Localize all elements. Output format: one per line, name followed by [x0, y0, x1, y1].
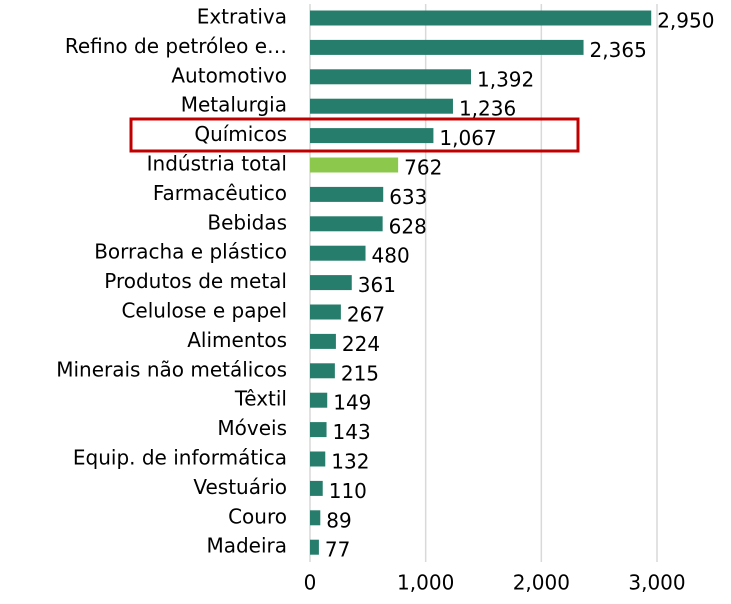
bar — [310, 157, 399, 173]
y-tick-label: Vestuário — [193, 475, 287, 499]
value-label: 224 — [342, 332, 380, 356]
value-label: 267 — [347, 303, 385, 327]
y-tick-label: Borracha e plástico — [94, 240, 287, 264]
y-tick-label: Equip. de informática — [73, 446, 287, 470]
value-label: 143 — [333, 420, 371, 444]
y-tick-label: Bebidas — [207, 210, 287, 234]
y-tick-label: Minerais não metálicos — [56, 357, 287, 381]
x-tick-label: 1,000 — [397, 571, 454, 595]
x-tick-label: 0 — [304, 571, 317, 595]
y-tick-label: Químicos — [194, 122, 287, 146]
value-label: 1,236 — [459, 97, 516, 121]
bar — [310, 510, 321, 526]
y-tick-label: Têxtil — [234, 387, 287, 411]
value-label: 132 — [331, 450, 369, 474]
value-label: 2,365 — [590, 38, 647, 62]
y-tick-label: Refino de petróleo e… — [65, 34, 287, 58]
y-tick-label: Metalurgia — [181, 93, 287, 117]
bar — [310, 186, 384, 202]
value-label: 633 — [389, 185, 427, 209]
value-label: 1,392 — [477, 67, 534, 91]
bar — [310, 480, 323, 496]
value-label: 361 — [358, 273, 396, 297]
y-tick-label: Móveis — [217, 416, 287, 440]
y-tick-label: Alimentos — [187, 328, 287, 352]
value-label: 77 — [325, 538, 350, 562]
bar — [310, 304, 341, 320]
y-tick-label: Celulose e papel — [121, 299, 287, 323]
bar — [310, 128, 434, 144]
y-tick-label: Automotivo — [171, 63, 287, 87]
y-tick-label: Extrativa — [197, 5, 287, 29]
highlight-box — [129, 117, 580, 153]
bar — [310, 98, 453, 114]
bar — [310, 539, 319, 555]
value-label: 110 — [329, 479, 367, 503]
y-tick-label: Madeira — [206, 534, 287, 558]
value-label: 89 — [326, 508, 351, 532]
value-label: 480 — [372, 244, 410, 268]
x-tick-label: 2,000 — [513, 571, 570, 595]
x-tick-label: 3,000 — [628, 571, 685, 595]
bar — [310, 392, 328, 408]
bar — [310, 422, 327, 438]
bar — [310, 10, 652, 26]
value-label: 628 — [389, 214, 427, 238]
y-tick-label: Farmacêutico — [153, 181, 287, 205]
bar — [310, 216, 383, 232]
bar — [310, 363, 335, 379]
value-label: 149 — [333, 391, 371, 415]
bar — [310, 451, 326, 467]
bar — [310, 275, 352, 291]
bar — [310, 333, 336, 349]
y-tick-label: Couro — [228, 504, 287, 528]
bar — [310, 69, 472, 85]
value-label: 1,067 — [439, 126, 496, 150]
value-label: 215 — [341, 361, 379, 385]
y-tick-label: Produtos de metal — [104, 269, 287, 293]
value-label: 2,950 — [657, 9, 714, 33]
value-label: 762 — [404, 156, 442, 180]
bar — [310, 39, 584, 55]
bar — [310, 245, 366, 261]
y-tick-label: Indústria total — [147, 152, 287, 176]
